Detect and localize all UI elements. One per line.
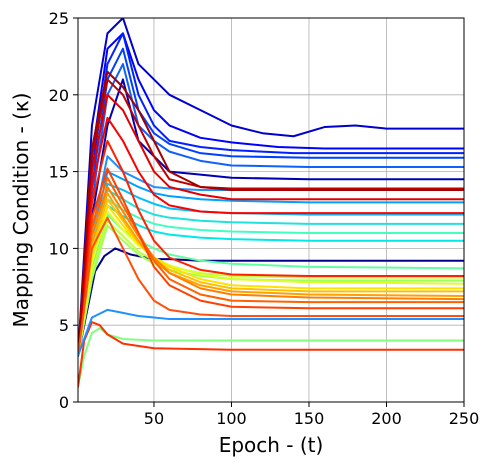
series-line-24 [78, 139, 464, 357]
series-line-14 [78, 327, 464, 388]
x-tick-label: 200 [371, 409, 402, 428]
y-tick-label: 0 [59, 393, 69, 412]
y-tick-label: 25 [49, 9, 69, 28]
series-line-0 [78, 18, 464, 357]
x-tick-label: 250 [449, 409, 480, 428]
y-tick-label: 5 [59, 316, 69, 335]
series-line-30 [78, 216, 464, 357]
plot-frame [77, 17, 465, 403]
series-line-1 [78, 32, 464, 357]
series-line-31 [78, 308, 464, 357]
series-line-3 [78, 47, 464, 357]
series-line-28 [78, 70, 464, 357]
y-tick-label: 20 [49, 86, 69, 105]
x-tick-label: 100 [216, 409, 247, 428]
series-line-25 [78, 116, 464, 357]
series-line-21 [78, 185, 464, 357]
y-axis-label: Mapping Condition - (κ) [9, 93, 33, 328]
y-tick-label: 10 [49, 239, 69, 258]
x-tick-label: 150 [294, 409, 325, 428]
y-tick-label: 15 [49, 163, 69, 182]
series-line-9 [78, 182, 464, 357]
series-line-26 [78, 93, 464, 357]
series-line-22 [78, 176, 464, 357]
series-line-29 [78, 321, 464, 388]
x-tick-label: 50 [144, 409, 164, 428]
x-axis-label: Epoch - (t) [219, 433, 324, 457]
series-group [78, 18, 464, 388]
series-line-27 [78, 78, 464, 357]
ticks: 50 100 150 200 250 0 5 10 15 20 25 [49, 9, 480, 428]
grid [78, 17, 465, 403]
series-line-23 [78, 167, 464, 357]
